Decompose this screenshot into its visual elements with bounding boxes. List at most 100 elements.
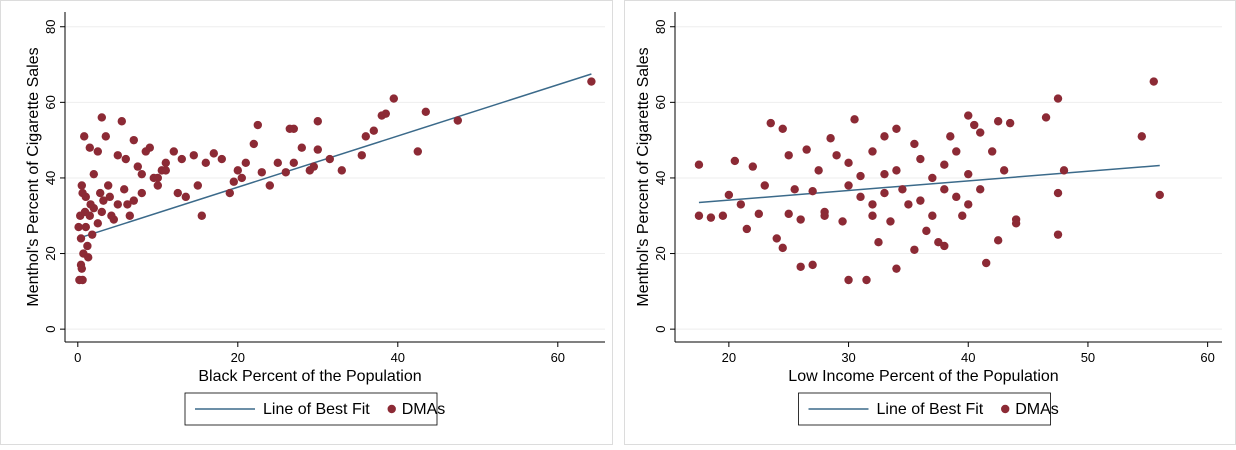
point xyxy=(233,166,242,175)
point xyxy=(868,147,877,156)
y-axis-label: Menthol's Percent of Cigarette Sales xyxy=(635,47,652,306)
x-axis-label: Black Percent of the Population xyxy=(198,368,421,385)
legend-label: DMAs xyxy=(1015,401,1059,418)
point xyxy=(129,135,138,145)
y-tick-label: 60 xyxy=(43,95,58,109)
point xyxy=(99,196,108,205)
point xyxy=(778,243,787,253)
point xyxy=(748,162,758,171)
point xyxy=(987,147,997,156)
point xyxy=(169,147,178,156)
point xyxy=(886,217,895,226)
point xyxy=(289,158,298,168)
point xyxy=(892,166,901,175)
point xyxy=(808,186,817,196)
point xyxy=(453,116,462,125)
point xyxy=(976,128,985,137)
point xyxy=(880,188,889,198)
point xyxy=(78,188,87,198)
point xyxy=(83,241,92,251)
point xyxy=(832,151,841,160)
point xyxy=(796,215,805,224)
point xyxy=(910,245,919,254)
point xyxy=(193,181,202,190)
point xyxy=(105,192,115,202)
point xyxy=(133,162,142,171)
point xyxy=(940,241,949,251)
point xyxy=(189,151,198,160)
x-tick-label: 20 xyxy=(722,350,736,365)
point xyxy=(868,211,877,220)
x-tick-label: 60 xyxy=(551,350,565,365)
point xyxy=(297,143,306,152)
x-tick-label: 30 xyxy=(841,350,855,365)
point xyxy=(1005,118,1015,128)
point xyxy=(377,111,386,120)
point xyxy=(181,192,190,202)
point xyxy=(790,185,799,194)
point xyxy=(76,234,86,243)
point xyxy=(1155,190,1164,200)
point xyxy=(934,238,943,247)
point xyxy=(982,258,991,268)
point xyxy=(421,107,430,116)
legend-marker xyxy=(387,404,396,414)
point xyxy=(952,192,961,202)
point xyxy=(694,211,704,220)
point xyxy=(587,77,596,86)
point xyxy=(361,132,370,141)
x-tick-label: 40 xyxy=(961,350,975,365)
point xyxy=(784,209,793,219)
x-tick-label: 20 xyxy=(231,350,245,365)
point xyxy=(880,132,889,141)
point xyxy=(964,169,973,179)
point xyxy=(862,275,871,285)
point xyxy=(117,117,127,126)
point xyxy=(113,200,123,209)
point xyxy=(161,158,170,168)
point xyxy=(952,147,961,156)
point xyxy=(736,200,746,209)
point xyxy=(123,200,132,209)
point xyxy=(754,209,763,219)
point xyxy=(313,145,322,154)
y-tick-label: 40 xyxy=(43,171,58,185)
point xyxy=(1053,230,1063,239)
point xyxy=(1053,188,1063,198)
point xyxy=(153,173,162,183)
point xyxy=(81,222,91,232)
point xyxy=(137,169,146,179)
point xyxy=(253,120,262,130)
point xyxy=(892,124,901,134)
point xyxy=(78,275,87,285)
x-tick-label: 0 xyxy=(74,350,81,365)
point xyxy=(904,200,913,209)
panel xyxy=(0,0,613,445)
point xyxy=(93,147,103,156)
point xyxy=(826,134,835,143)
point xyxy=(916,196,925,205)
point xyxy=(766,118,775,128)
point xyxy=(1137,132,1147,141)
point xyxy=(173,188,182,198)
point xyxy=(916,154,925,164)
point xyxy=(993,117,1003,126)
point xyxy=(946,132,955,141)
point xyxy=(237,173,246,183)
legend-label: Line of Best Fit xyxy=(877,401,984,418)
point xyxy=(940,185,949,194)
point xyxy=(161,166,170,175)
point xyxy=(856,192,865,202)
point xyxy=(838,217,847,226)
point xyxy=(113,151,123,160)
point xyxy=(868,200,877,209)
point xyxy=(844,275,853,285)
point xyxy=(850,115,859,124)
point xyxy=(413,147,422,156)
point xyxy=(796,262,805,271)
point xyxy=(129,196,138,205)
point xyxy=(970,120,979,130)
point xyxy=(97,207,107,217)
point xyxy=(928,173,937,183)
panel xyxy=(624,0,1236,445)
